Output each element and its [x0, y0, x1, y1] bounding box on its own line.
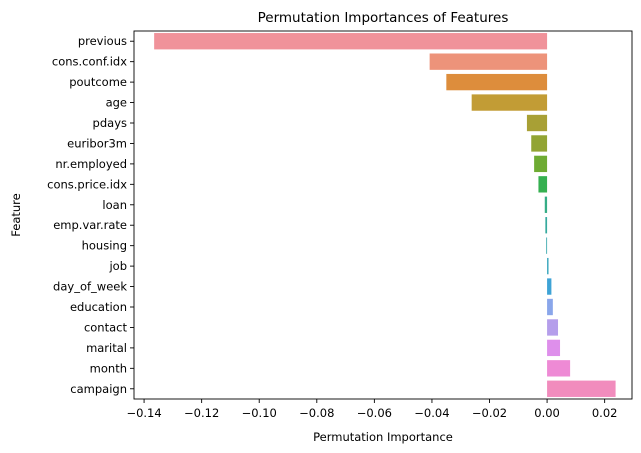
- bar-day-of-week: [547, 278, 552, 295]
- bar-campaign: [547, 380, 616, 397]
- x-tick-label: 0.00: [534, 406, 560, 420]
- y-tick-label: marital: [86, 341, 127, 355]
- chart-title: Permutation Importances of Features: [258, 10, 509, 26]
- x-tick-label: −0.04: [414, 406, 449, 420]
- bar-cons-price-idx: [538, 176, 548, 193]
- y-tick-label: cons.conf.idx: [52, 55, 127, 69]
- x-axis-title: Permutation Importance: [313, 430, 453, 444]
- x-axis-ticks: −0.14 −0.12 −0.10 −0.08 −0.06 −0.04 −0.02 0.00 0…: [126, 399, 617, 420]
- bar-nr-employed: [534, 155, 548, 173]
- y-tick-label: age: [106, 96, 127, 110]
- bar-job: [547, 257, 549, 275]
- bar-pdays: [526, 114, 548, 132]
- bars-group: [154, 33, 616, 397]
- x-tick-label: −0.12: [184, 406, 219, 420]
- y-tick-label: job: [108, 259, 127, 273]
- y-tick-label: loan: [102, 198, 127, 212]
- x-tick-label: −0.06: [357, 406, 392, 420]
- y-tick-label: education: [70, 300, 127, 314]
- y-tick-label: contact: [84, 320, 128, 334]
- y-tick-label: poutcome: [69, 75, 127, 89]
- bar-education: [547, 298, 553, 316]
- bar-poutcome: [446, 73, 548, 91]
- y-axis-ticks: previous cons.conf.idx poutcome age pdays eur…: [47, 34, 134, 396]
- y-tick-label: day_of_week: [53, 280, 127, 294]
- bar-previous: [154, 33, 548, 50]
- x-tick-label: −0.08: [299, 406, 334, 420]
- bar-loan: [544, 196, 548, 213]
- x-tick-label: −0.14: [126, 406, 161, 420]
- bar-housing: [546, 237, 548, 254]
- bar-euribor3m: [531, 135, 548, 152]
- bar-marital: [547, 339, 561, 357]
- x-tick-label: −0.10: [242, 406, 277, 420]
- bar-month: [547, 360, 571, 377]
- bar-age: [471, 94, 548, 111]
- bar-emp-var-rate: [545, 217, 548, 234]
- y-tick-label: housing: [82, 239, 127, 253]
- y-tick-label: nr.employed: [55, 157, 127, 171]
- y-tick-label: month: [90, 361, 127, 375]
- y-tick-label: pdays: [93, 116, 127, 130]
- bar-contact: [547, 319, 559, 336]
- bar-cons-conf-idx: [429, 53, 548, 70]
- x-tick-label: −0.02: [472, 406, 507, 420]
- y-axis-title: Feature: [9, 193, 23, 236]
- y-tick-label: euribor3m: [67, 136, 127, 150]
- y-tick-label: emp.var.rate: [53, 218, 127, 232]
- y-tick-label: cons.price.idx: [47, 177, 127, 191]
- plot-frame: [133, 30, 633, 400]
- y-tick-label: campaign: [70, 382, 127, 396]
- y-tick-label: previous: [78, 34, 127, 48]
- x-tick-label: 0.02: [592, 406, 618, 420]
